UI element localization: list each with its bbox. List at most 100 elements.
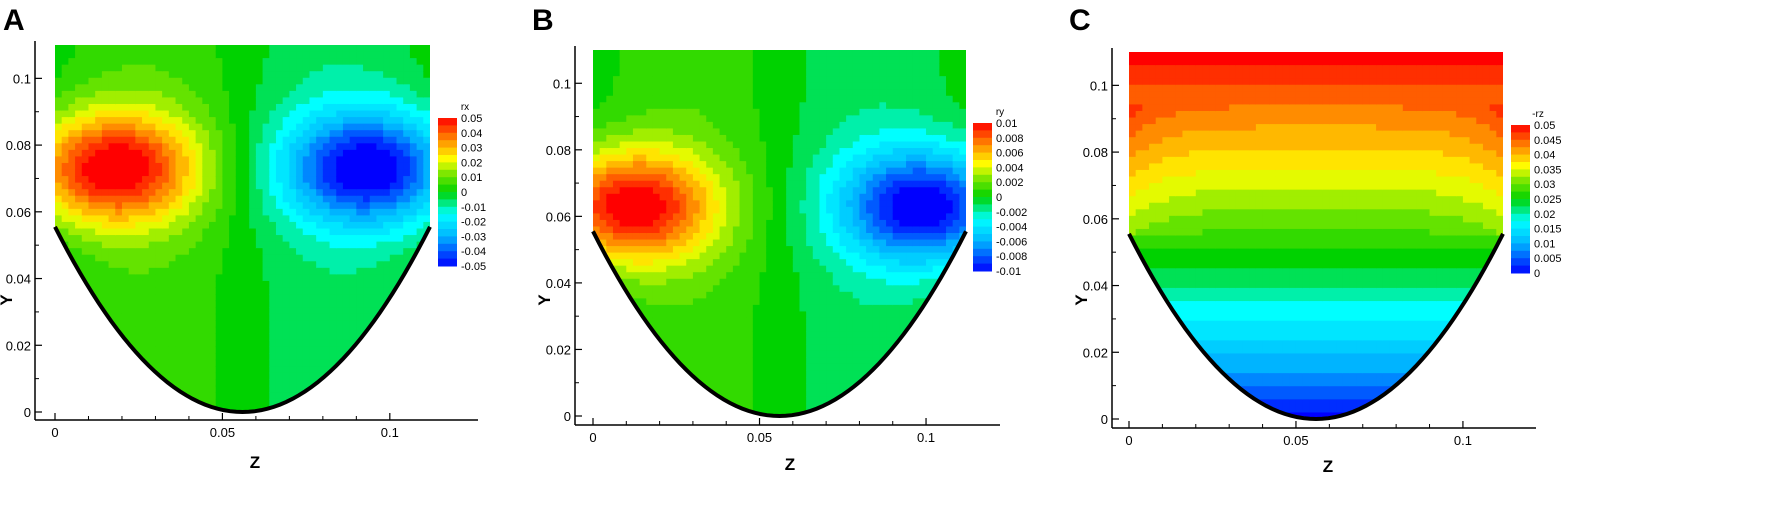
colorbar-band xyxy=(1511,176,1530,185)
colorbar-band xyxy=(1511,236,1530,244)
colorbar-band xyxy=(438,140,457,149)
colorbar-band xyxy=(1511,258,1530,267)
panel-a: 00.020.040.060.080.100.050.1ZYArx0.050.0… xyxy=(0,4,486,472)
y-tick-label: 0 xyxy=(564,409,571,424)
colorbar-band xyxy=(438,155,457,163)
colorbar-tick-label: 0.045 xyxy=(1534,135,1562,147)
y-tick-label: 0.04 xyxy=(1083,279,1108,294)
x-tick-label: 0.1 xyxy=(917,430,935,445)
colorbar-band xyxy=(973,204,992,213)
colorbar-band xyxy=(1511,206,1530,215)
colorbar-band xyxy=(438,214,457,223)
colorbar-band xyxy=(1511,265,1530,274)
x-tick-label: 0.05 xyxy=(747,430,772,445)
colorbar-band xyxy=(438,229,457,237)
colorbar: ry0.01 0.008 0.006 0.004 0.002 0 -0.002 -0.004 -… xyxy=(973,107,1027,278)
colorbar-band xyxy=(1511,250,1530,259)
colorbar-band xyxy=(973,241,992,250)
colorbar-band xyxy=(1511,154,1530,163)
colorbar-title: ry xyxy=(996,107,1004,118)
colorbar-band xyxy=(973,226,992,235)
colorbar-tick-label: 0 xyxy=(996,192,1002,204)
panel-c: 00.020.040.060.080.10 0.05 0.1ZYC-rz0.050.… xyxy=(1069,4,1562,476)
colorbar-band xyxy=(438,118,457,126)
y-tick-label: 0.1 xyxy=(553,76,571,91)
x-axis-label: Z xyxy=(250,453,260,472)
colorbar-tick-label: 0.05 xyxy=(1534,120,1555,132)
colorbar-band xyxy=(973,211,992,220)
colorbar-tick-label: 0.004 xyxy=(996,162,1024,174)
colorbar-band xyxy=(1511,213,1530,222)
colorbar-band xyxy=(438,206,457,215)
y-tick-label: 0.02 xyxy=(546,342,571,357)
colorbar-band xyxy=(438,184,457,193)
y-axis-label: Y xyxy=(0,294,16,306)
colorbar-tick-label: 0.025 xyxy=(1534,194,1562,206)
x-tick-label: 0.1 xyxy=(1454,433,1472,448)
contour-field xyxy=(1129,52,1503,419)
colorbar-band xyxy=(973,137,992,146)
colorbar-band xyxy=(438,147,457,156)
colorbar: rx0.05 0.04 0.03 0.02 0.01 0 -0.01 -0.02 -0.03 -0… xyxy=(438,102,486,273)
colorbar-tick-label: 0.005 xyxy=(1534,253,1562,265)
y-tick-label: 0.04 xyxy=(6,272,31,287)
colorbar-band xyxy=(1511,243,1530,252)
colorbar-tick-label: 0 xyxy=(461,187,467,199)
colorbar-tick-label: 0.01 xyxy=(1534,238,1555,250)
colorbar-tick-label: -0.004 xyxy=(996,222,1027,234)
colorbar-tick-label: -0.02 xyxy=(461,217,486,229)
colorbar-band xyxy=(973,167,992,176)
y-tick-label: 0.08 xyxy=(546,143,571,158)
colorbar-band xyxy=(438,221,457,230)
colorbar-title: rx xyxy=(461,102,469,113)
colorbar-band xyxy=(973,123,992,131)
y-tick-label: 0.1 xyxy=(13,71,31,86)
colorbar: -rz0.05 0.045 0.04 0.035 0.03 0.025 0.02 0.015 0… xyxy=(1511,109,1562,280)
colorbar-band xyxy=(973,197,992,205)
colorbar-tick-label: 0.02 xyxy=(461,157,482,169)
colorbar-tick-label: 0.035 xyxy=(1534,164,1562,176)
colorbar-band xyxy=(973,263,992,272)
panel-label: C xyxy=(1069,4,1091,37)
colorbar-band xyxy=(973,256,992,265)
y-tick-label: 0.02 xyxy=(1083,345,1108,360)
colorbar-tick-label: 0.05 xyxy=(461,113,482,125)
panel-label: B xyxy=(532,4,554,37)
y-tick-label: 0 xyxy=(1101,412,1108,427)
colorbar-tick-label: 0.006 xyxy=(996,148,1024,160)
colorbar-band xyxy=(973,152,992,161)
colorbar-band xyxy=(1511,139,1530,148)
colorbar-band xyxy=(1511,228,1530,237)
colorbar-band xyxy=(973,248,992,257)
colorbar-band xyxy=(1511,221,1530,230)
colorbar-tick-label: 0.015 xyxy=(1534,224,1562,236)
colorbar-tick-label: 0.03 xyxy=(1534,179,1555,191)
colorbar-tick-label: -0.01 xyxy=(461,202,486,214)
x-tick-label: 0 xyxy=(1125,433,1132,448)
colorbar-band xyxy=(1511,169,1530,178)
colorbar-band xyxy=(1511,132,1530,141)
colorbar-band xyxy=(973,219,992,228)
colorbar-tick-label: -0.006 xyxy=(996,236,1027,248)
colorbar-tick-label: -0.03 xyxy=(461,231,486,243)
contour-field xyxy=(55,45,430,412)
x-tick-label: 0 xyxy=(589,430,596,445)
y-tick-label: 0.08 xyxy=(1083,145,1108,160)
y-tick-label: 0.06 xyxy=(1083,212,1108,227)
y-axis-label: Y xyxy=(535,294,554,306)
x-tick-label: 0.1 xyxy=(381,425,399,440)
colorbar-band xyxy=(438,162,457,171)
colorbar-band xyxy=(973,145,992,154)
colorbar-band xyxy=(438,251,457,260)
x-tick-label: 0 xyxy=(51,425,58,440)
colorbar-band xyxy=(973,160,992,168)
colorbar-tick-label: -0.002 xyxy=(996,207,1027,219)
colorbar-tick-label: 0.008 xyxy=(996,133,1024,145)
colorbar-band xyxy=(438,132,457,141)
y-tick-label: 0.1 xyxy=(1090,78,1108,93)
colorbar-band xyxy=(1511,199,1530,207)
colorbar-tick-label: 0.002 xyxy=(996,177,1024,189)
colorbar-tick-label: -0.01 xyxy=(996,266,1021,278)
